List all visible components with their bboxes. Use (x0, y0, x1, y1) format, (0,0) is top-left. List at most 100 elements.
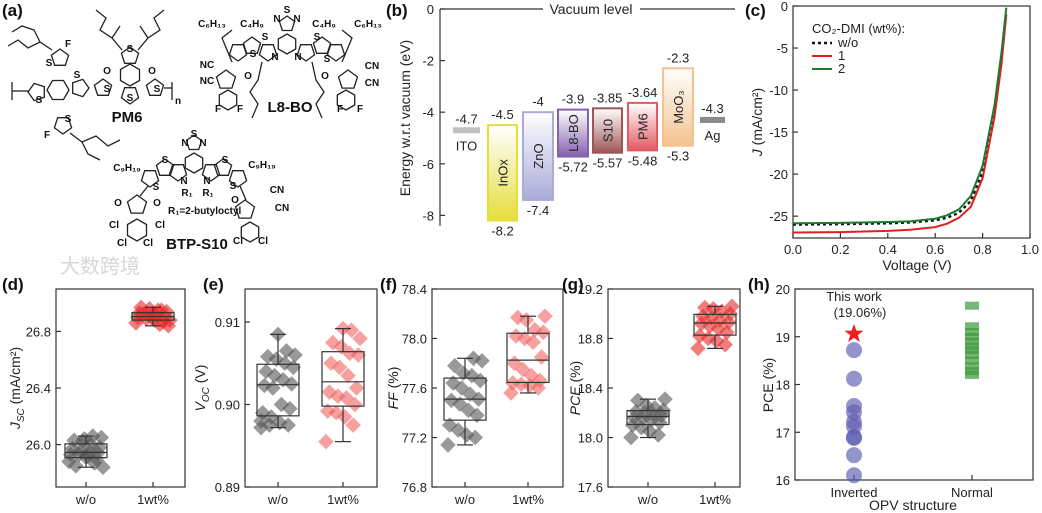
y-tick-label: 0.90 (215, 398, 240, 413)
band-top-value: -3.9 (562, 92, 584, 107)
atom-label: C₆H₁₃ (198, 19, 226, 30)
y-tick-label: 18.4 (578, 381, 603, 396)
atom-label: S (324, 54, 331, 65)
data-point-normal (965, 301, 979, 310)
y-axis-label: PCE (%) (760, 358, 776, 412)
five-membered-ring (27, 82, 45, 102)
bond-chain (139, 25, 149, 39)
y-axis-label: PCE (%) (567, 361, 583, 415)
atom-label: S (191, 129, 198, 140)
y-axis-label: J (mA/cm²) (749, 88, 765, 157)
x-tick-label: 0.2 (831, 242, 849, 257)
band-top-value: -2.3 (667, 50, 689, 65)
atom-label: S (127, 93, 134, 104)
plot-frame (244, 288, 378, 488)
legend-label: 1 (838, 48, 845, 63)
y-tick-label: -20 (769, 167, 788, 182)
atom-label: n (175, 96, 181, 107)
atom-label: C₉H₁₉ (248, 160, 276, 171)
y-tick-label: -4 (422, 105, 434, 120)
bond-chain (311, 61, 325, 119)
y-tick-label: 0 (781, 0, 788, 14)
panel-label-g: (g) (562, 275, 584, 294)
band-top-value: -3.64 (628, 85, 658, 100)
six-membered-ring (184, 152, 204, 174)
y-axis-subscript: OC (201, 386, 212, 402)
charts: Vacuum level 0 -2 -4 -6 -8 Energy w.r.t vacuum… (7, 0, 1039, 513)
six-membered-ring (218, 89, 238, 111)
five-membered-ring (296, 44, 316, 62)
atom-label: N (273, 14, 280, 25)
energy-band (592, 107, 623, 154)
atom-label: NC (200, 60, 214, 71)
y-tick-label: -5 (776, 41, 788, 56)
energy-band (522, 111, 554, 201)
five-membered-ring (312, 36, 332, 54)
bond-chain (7, 39, 53, 51)
bond-chain (239, 185, 247, 201)
energy-level-line (453, 127, 480, 134)
six-membered-ring (240, 221, 260, 243)
y-tick-label: 78.0 (402, 332, 427, 347)
atom-label: O (153, 198, 161, 209)
atom-label: N (293, 14, 300, 25)
atom-label: S (314, 32, 321, 43)
y-axis-unit: (V) (192, 365, 208, 388)
six-membered-ring (277, 33, 297, 55)
five-membered-ring (155, 158, 175, 176)
panel-label-a: (a) (2, 1, 23, 20)
y-tick-label: 18.0 (578, 431, 603, 446)
atom-label: R₁ (181, 188, 192, 199)
data-point (348, 380, 365, 396)
energy-level-line (700, 116, 725, 123)
five-membered-ring (228, 44, 248, 62)
atom-label: S (127, 44, 134, 55)
y-axis-var: V (192, 400, 208, 411)
atom-label: Cl (109, 220, 119, 231)
six-membered-ring (126, 218, 148, 242)
data-point-normal (965, 370, 979, 379)
x-tick-label: 1wt% (327, 492, 359, 507)
atom-label: S (162, 155, 169, 166)
highlight-value: (19.06%) (834, 305, 887, 320)
y-tick-label: -6 (422, 157, 434, 172)
y-tick-label: 77.2 (402, 431, 427, 446)
atom-label: O (244, 71, 252, 82)
bond-chain (249, 61, 263, 119)
atom-label: O (321, 71, 329, 82)
band-top-value: -4.3 (701, 101, 723, 116)
atom-label: S (250, 49, 257, 60)
data-point-inverted (846, 429, 862, 446)
atom-label: S (104, 84, 111, 95)
watermark: 大数跨境 (60, 255, 140, 278)
panel-label-c: (c) (745, 1, 766, 20)
y-axis-unit: (%) (567, 361, 583, 387)
y-tick-label: 20 (776, 282, 790, 297)
data-point (537, 308, 553, 325)
five-membered-ring (228, 170, 248, 188)
atom-label: S (36, 95, 43, 106)
y-tick-label: 26.8 (26, 324, 51, 339)
bond-chain (341, 29, 353, 63)
bond-chain (221, 29, 233, 63)
molecule-name-btps10: BTP-S10 (166, 236, 228, 253)
y-tick-label: 18.8 (578, 332, 603, 347)
atom-label: F (215, 104, 221, 115)
x-tick-label: 0.6 (926, 242, 944, 257)
y-axis-subscript: SC (16, 408, 27, 423)
x-tick-label: w/o (454, 492, 475, 507)
x-tick-label: 0.0 (784, 242, 802, 257)
plot-frame (794, 288, 1034, 481)
panel-label-d: (d) (2, 275, 24, 294)
x-tick-label: 1wt% (699, 492, 731, 507)
bond-chain (95, 9, 123, 51)
atom-label: NC (200, 76, 214, 87)
atom-label: N (294, 52, 301, 63)
atom-label: Cl (143, 238, 153, 249)
atom-label: S (46, 58, 53, 69)
series-line-0 (792, 10, 1008, 226)
five-membered-ring (145, 78, 165, 96)
y-tick-label: -2 (422, 54, 434, 69)
six-membered-ring (336, 89, 356, 111)
data-point-normal (965, 346, 979, 355)
